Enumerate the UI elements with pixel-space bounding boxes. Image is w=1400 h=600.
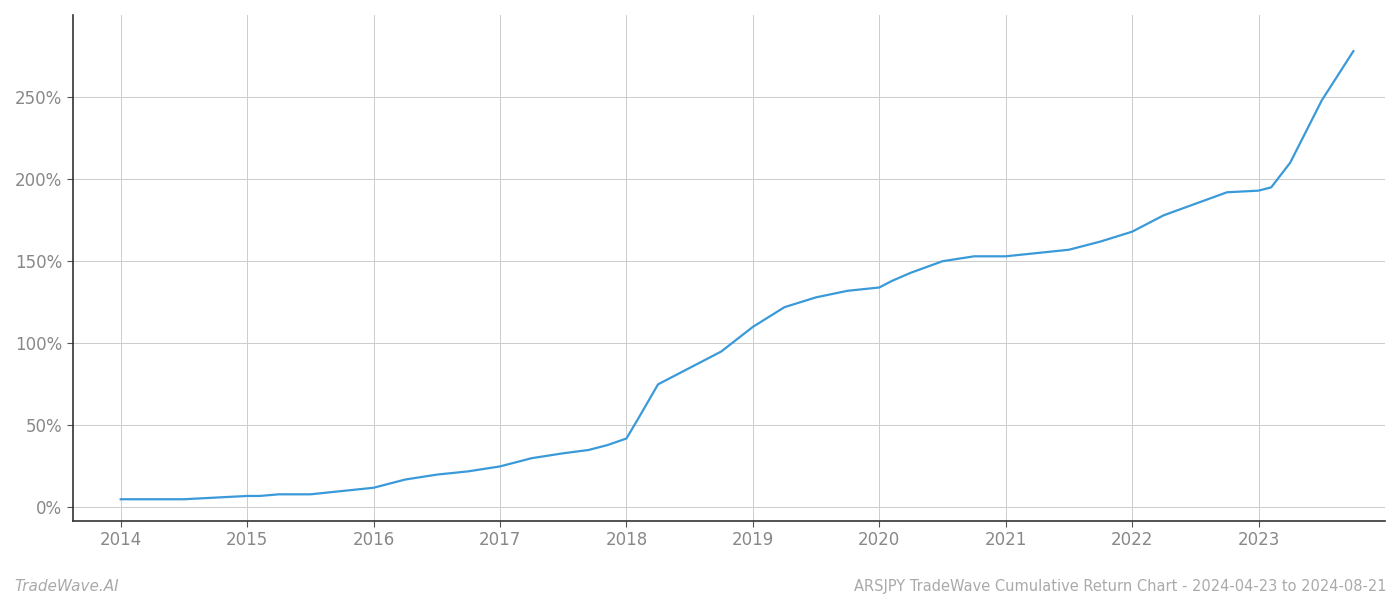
Text: TradeWave.AI: TradeWave.AI xyxy=(14,579,119,594)
Text: ARSJPY TradeWave Cumulative Return Chart - 2024-04-23 to 2024-08-21: ARSJPY TradeWave Cumulative Return Chart… xyxy=(854,579,1386,594)
